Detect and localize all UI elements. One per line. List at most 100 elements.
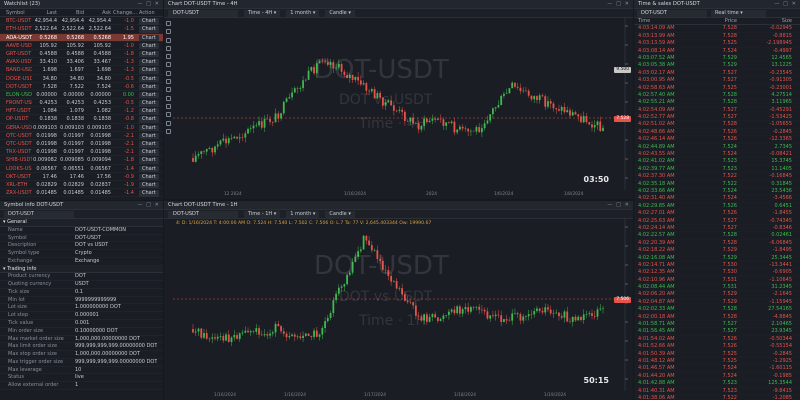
measure-tool-icon[interactable] xyxy=(165,87,171,93)
col-change[interactable]: Change... xyxy=(113,10,137,16)
panel-controls-icon[interactable]: — □ ✕ xyxy=(607,1,630,7)
magnet-icon[interactable] xyxy=(165,103,171,109)
watchlist-row[interactable]: GERA-USDT0.0091030.0091030.009103-1.0Cha… xyxy=(0,124,163,132)
chart-button[interactable]: Chart xyxy=(139,181,159,189)
eye-icon[interactable] xyxy=(165,120,171,126)
symbol-cell[interactable]: SHIB-USDT xyxy=(6,157,32,164)
chart-button[interactable]: Chart xyxy=(139,165,159,173)
watchlist-row[interactable]: ELON-USDT 0.00000 0.00000 0.00000 0.00 Chart xyxy=(0,91,163,100)
symbol-cell[interactable]: BTC-USDT xyxy=(6,18,32,25)
col-symbol[interactable]: Symbol xyxy=(6,10,25,16)
chart-button[interactable]: Chart xyxy=(139,124,159,132)
chart-button[interactable]: Chart xyxy=(139,59,159,66)
brush-tool-icon[interactable] xyxy=(165,79,171,85)
chart-button[interactable]: Chart xyxy=(139,116,159,123)
chart-button[interactable]: Chart xyxy=(139,91,159,99)
col-ask[interactable]: Ask xyxy=(102,10,111,16)
panel-controls-icon[interactable]: — □ ✕ xyxy=(774,1,797,7)
symbol-cell[interactable]: ETH-USDT xyxy=(6,26,32,33)
chart-symbol-input[interactable]: DOT-USDT xyxy=(168,9,238,17)
trash-icon[interactable] xyxy=(165,128,171,134)
fib-tool-icon[interactable] xyxy=(165,62,171,68)
symbol-cell[interactable]: OKT-USDT xyxy=(6,173,31,180)
text-tool-icon[interactable] xyxy=(165,70,171,76)
panel-controls-icon[interactable]: — □ ✕ xyxy=(607,202,630,208)
timeframe-select[interactable]: Time - 4H ▾ xyxy=(244,9,281,17)
col-time[interactable]: Time xyxy=(638,18,651,24)
chart-button[interactable]: Chart xyxy=(139,149,159,156)
watchlist-row[interactable]: FRONT-USDT 0.4253 0.4253 0.4253 -0.5 Chart xyxy=(0,99,163,108)
watchlist-row[interactable]: QTC-USDT 0.01998 0.01997 0.01998 -2.1 Chart xyxy=(0,140,163,149)
rectangle-tool-icon[interactable] xyxy=(165,54,171,60)
watchlist-row[interactable]: HFT-USDT 1.084 1.079 1.082 -1.2 Chart xyxy=(0,107,163,116)
chart-button[interactable]: Chart xyxy=(139,83,159,91)
lock-icon[interactable] xyxy=(165,112,171,118)
symbol-cell[interactable]: GRT-USDT xyxy=(6,50,32,57)
symbol-cell[interactable]: ELON-USDT xyxy=(6,91,32,98)
symbol-cell[interactable]: XRL-ETH xyxy=(6,181,28,188)
symbol-cell[interactable]: HFT-USDT xyxy=(6,108,31,115)
col-size[interactable]: Size xyxy=(781,18,792,24)
symbol-cell[interactable]: GERA-USDT xyxy=(6,124,32,131)
watchlist-row[interactable]: OKT-USDT 17.46 17.46 17.56 -0.9 Chart xyxy=(0,173,163,181)
watchlist-row[interactable]: ETH-USDT 2,522.64 2,522.64 2,522.64 -1.5 Char… xyxy=(0,25,163,34)
watchlist-row[interactable]: ZRX-USDT 0.01485 0.01485 0.01485 -1.4 Chart xyxy=(0,189,163,198)
symbol-cell[interactable]: BAND-USDT xyxy=(6,67,32,74)
range-select[interactable]: 1 month ▾ xyxy=(286,9,320,17)
panel-controls-icon[interactable]: — □ ✕ xyxy=(137,1,160,7)
symbol-cell[interactable]: ADA-USDT xyxy=(6,34,32,41)
watchlist-row[interactable]: DOT-USDT 7.528 7.522 7.524 -0.6 Chart xyxy=(0,83,163,91)
ray-tool-icon[interactable] xyxy=(165,45,171,51)
chart-button[interactable]: Chart xyxy=(139,132,159,140)
ts-mode-select[interactable]: Real time ▾ xyxy=(711,10,766,17)
chart-button[interactable]: Chart xyxy=(139,100,159,107)
chart-button[interactable]: Chart xyxy=(139,50,159,58)
symbol-cell[interactable]: ZRX-USDT xyxy=(6,190,32,197)
symbol-cell[interactable]: QTC-USDT xyxy=(6,132,32,139)
general-section-header[interactable]: ▾ General xyxy=(0,219,163,227)
watchlist-row[interactable]: XRL-ETH 0.02829 0.02829 0.02837 -1.9 Chart xyxy=(0,181,163,190)
chart-button[interactable]: Chart xyxy=(139,173,159,181)
watchlist-row[interactable]: ADA-USDT 0.5268 0.5268 0.5268 1.95 Chart xyxy=(0,33,163,42)
symbol-cell[interactable]: TRX-USDT xyxy=(6,149,32,156)
chart-button[interactable]: Chart xyxy=(139,75,159,82)
symbol-cell[interactable]: AVAX-USDT xyxy=(6,59,32,66)
watchlist-row[interactable]: QTC-USDT 0.01998 0.01997 0.01998 -2.1 Chart xyxy=(0,132,163,140)
chart-button[interactable]: Chart xyxy=(139,141,159,148)
chart-button[interactable]: Chart xyxy=(139,67,159,74)
chart-button[interactable]: Chart xyxy=(139,34,159,42)
candlestick-chart-1h[interactable] xyxy=(173,219,633,400)
chart-symbol-input[interactable]: DOT-USDT xyxy=(168,210,238,218)
watchlist-row[interactable]: OP-USDT 0.1838 0.1838 0.1838 -0.8 Chart xyxy=(0,115,163,124)
watchlist-row[interactable]: DOGE-USDT 34.80 34.80 34.80 -0.5 Chart xyxy=(0,75,163,83)
watchlist-row[interactable]: AAVE-USDT 105.92 105.92 105.92 -1.0 Chart xyxy=(0,42,163,50)
panel-controls-icon[interactable]: — □ ✕ xyxy=(137,202,160,208)
chart-button[interactable]: Chart xyxy=(139,108,159,115)
chart-button[interactable]: Chart xyxy=(139,42,159,50)
crosshair-icon[interactable] xyxy=(165,21,171,26)
watchlist-row[interactable]: AVAX-USDT 33.410 33.406 33.467 -1.3 Chart xyxy=(0,58,163,67)
symbol-cell[interactable]: FRONT-USDT xyxy=(6,100,32,107)
symbol-cell[interactable]: LOOKS-USDT xyxy=(6,165,32,172)
symbol-cell[interactable]: DOT-USDT xyxy=(6,83,32,90)
chart-button[interactable]: Chart xyxy=(139,157,159,164)
style-select[interactable]: Candle ▾ xyxy=(325,9,355,17)
timeframe-select[interactable]: Time - 1H ▾ xyxy=(244,210,281,218)
symbol-cell[interactable]: DOGE-USDT xyxy=(6,75,32,82)
trading-section-header[interactable]: ▾ Trading info xyxy=(0,265,163,274)
range-select[interactable]: 1 month ▾ xyxy=(286,210,320,218)
col-action[interactable]: Action xyxy=(139,10,155,16)
symbol-search-input[interactable]: DOT-USDT xyxy=(4,211,74,218)
watchlist-row[interactable]: LOOKS-USDT 0.06567 0.06551 0.06567 -1.4 Chart xyxy=(0,165,163,173)
ts-symbol-input[interactable]: DOT-USDT xyxy=(637,10,707,17)
style-select[interactable]: Candle ▾ xyxy=(325,210,355,218)
symbol-cell[interactable]: AAVE-USDT xyxy=(6,42,32,49)
col-last[interactable]: Last xyxy=(46,10,57,16)
pointer-icon[interactable] xyxy=(165,29,171,35)
watchlist-row[interactable]: BAND-USDT 1.698 1.697 1.698 -1.3 Chart xyxy=(0,66,163,75)
col-bid[interactable]: Bid xyxy=(76,10,84,16)
line-tool-icon[interactable] xyxy=(165,37,171,43)
candlestick-chart-4h[interactable] xyxy=(173,18,633,199)
chart-button[interactable]: Chart xyxy=(139,26,159,33)
chart-button[interactable]: Chart xyxy=(139,18,159,25)
